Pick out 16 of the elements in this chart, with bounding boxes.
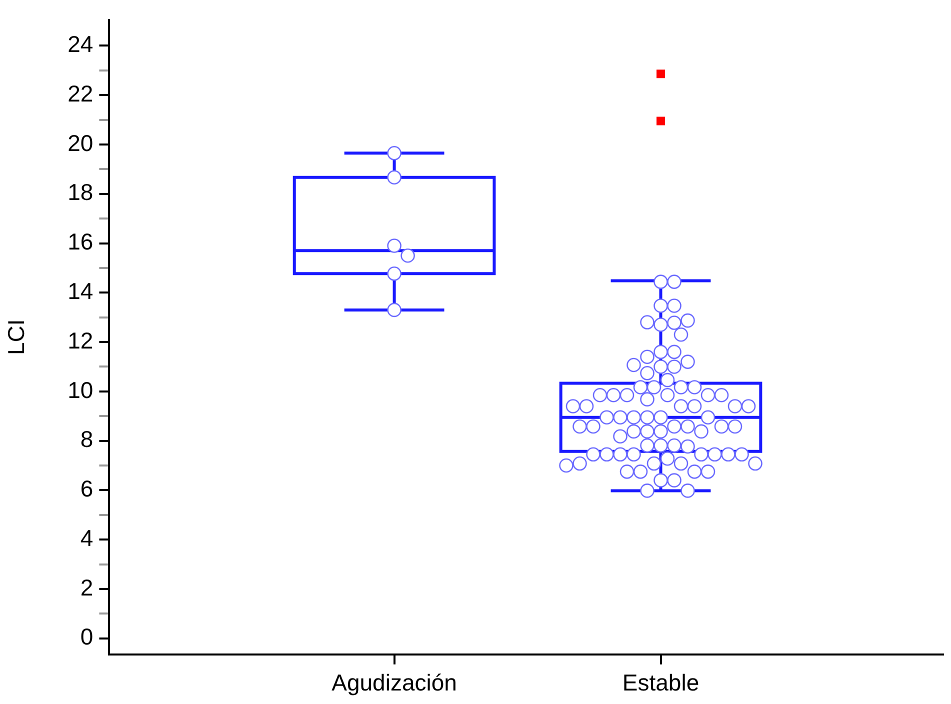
y-axis-title: LCI [3,319,30,355]
y-tick-label: 6 [80,476,94,502]
y-tick-label: 22 [68,80,94,106]
y-tick-label: 24 [68,31,94,58]
y-tick-label: 4 [80,524,94,551]
x-tick-label: Agudización [332,670,457,696]
y-tick-label: 16 [68,228,94,255]
y-tick-label: 14 [68,278,94,304]
y-tick-label: 2 [80,574,94,600]
y-tick-label: 20 [68,130,94,156]
y-tick-label: 18 [68,179,94,206]
y-tick-label: 12 [68,327,94,354]
y-tick-label: 0 [80,624,94,650]
x-tick-label: Estable [622,670,700,696]
y-tick-label: 8 [80,426,94,452]
y-tick-label: 10 [68,376,94,403]
